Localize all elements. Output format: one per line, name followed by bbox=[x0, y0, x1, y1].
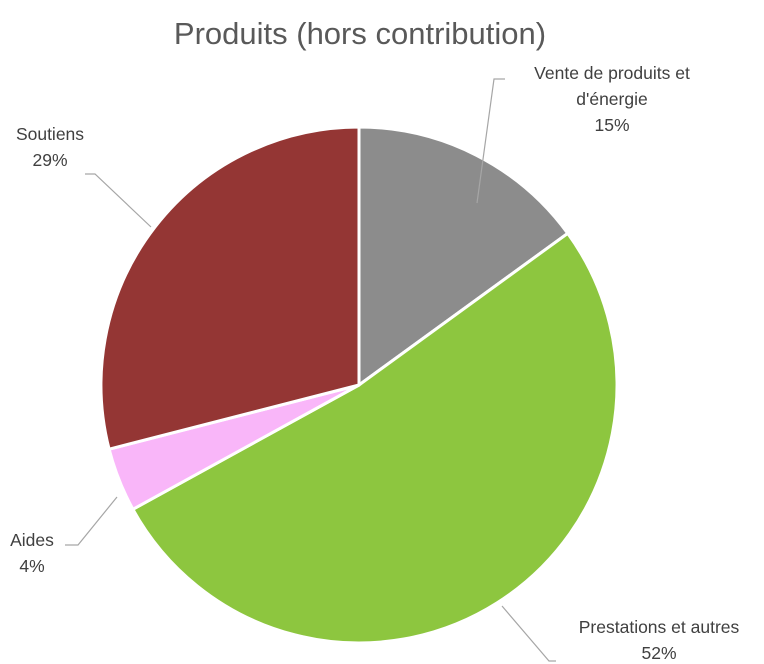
data-label-aides: Aides 4% bbox=[10, 530, 54, 576]
pie-slice-prestations-et-autres bbox=[131, 231, 619, 645]
data-label-category: Vente de produits et bbox=[534, 63, 690, 83]
pie-slices bbox=[99, 125, 619, 645]
leader-line-aides bbox=[65, 496, 118, 546]
data-label-soutiens: Soutiens 29% bbox=[16, 124, 84, 170]
chart-title: Produits (hors contribution) bbox=[174, 16, 546, 51]
data-label-category: Aides bbox=[10, 530, 54, 550]
pie-slice-vente-de-produits-et-d-energie bbox=[357, 125, 570, 387]
data-label-percent: 52% bbox=[641, 643, 676, 663]
leader-line-soutiens bbox=[85, 173, 152, 228]
data-labels: Vente de produits et d'énergie 15% Prestati… bbox=[10, 63, 739, 663]
data-label-percent: 4% bbox=[19, 556, 44, 576]
data-label-vente-de-produits-et-d-energie: Vente de produits et d'énergie 15% bbox=[534, 63, 690, 135]
data-label-prestations-et-autres: Prestations et autres 52% bbox=[579, 617, 740, 663]
data-label-category: d'énergie bbox=[576, 89, 647, 109]
leader-lines bbox=[65, 78, 556, 662]
data-label-percent: 15% bbox=[594, 115, 629, 135]
pie-slice-soutiens bbox=[99, 125, 361, 451]
data-label-category: Prestations et autres bbox=[579, 617, 740, 637]
leader-line-prestations-et-autres bbox=[501, 605, 556, 662]
data-label-percent: 29% bbox=[32, 150, 67, 170]
data-label-category: Soutiens bbox=[16, 124, 84, 144]
leader-line-vente-de-produits-et-d-energie bbox=[476, 78, 505, 204]
